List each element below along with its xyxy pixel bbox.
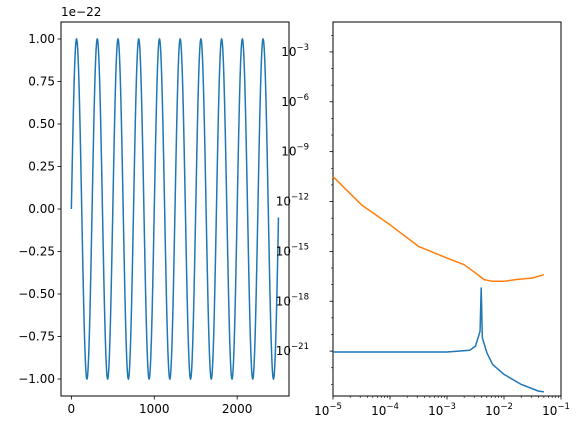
- x-tick-exponent: −3: [443, 402, 456, 412]
- y-tick-label: 0.50: [28, 117, 55, 131]
- left-axes-x-ticks: 0 1000 2000: [68, 396, 253, 416]
- x-tick-label: 2000: [222, 402, 253, 416]
- right-axes-series: [332, 176, 545, 393]
- y-tick-exponent: −15: [291, 242, 309, 252]
- right-series-line-0: [332, 176, 545, 283]
- y-tick-exponent: −12: [291, 193, 309, 203]
- y-tick-exponent: −3: [296, 43, 309, 53]
- y-tick-label: −0.75: [18, 330, 55, 344]
- y-tick-exponent: −18: [291, 292, 309, 302]
- x-tick-base: 10: [428, 404, 443, 418]
- y-tick-label: −1.00: [18, 372, 55, 386]
- x-tick-label: 10−1: [542, 402, 570, 418]
- left-axes-offset-label: 1e−22: [61, 5, 101, 19]
- x-tick-exponent: −1: [557, 402, 570, 412]
- y-tick-label: 10−18: [276, 292, 309, 308]
- y-tick-label: 0.75: [28, 75, 55, 89]
- y-tick-label: 10−21: [276, 342, 309, 358]
- x-tick-label: 0: [68, 402, 76, 416]
- y-tick-base: 10: [276, 195, 291, 209]
- x-tick-label: 10−2: [485, 402, 513, 418]
- y-tick-label: 1.00: [28, 32, 55, 46]
- x-tick-base: 10: [542, 404, 557, 418]
- left-axes-y-ticks: −1.00 −0.75 −0.50 −0.25 0.00 0.25 0.50 0.75 1.00: [18, 32, 61, 386]
- y-tick-exponent: −21: [291, 342, 309, 352]
- left-series-line: [70, 37, 280, 381]
- x-tick-label: 10−3: [428, 402, 456, 418]
- x-tick-base: 10: [314, 404, 329, 418]
- right-axes-frame: [332, 21, 562, 397]
- x-tick-base: 10: [371, 404, 386, 418]
- y-tick-label: −0.25: [18, 245, 55, 259]
- left-axes: 1e−22 0 1000 2000 −1.00 −0.75 −0.50 −0.25 0.00…: [18, 5, 290, 416]
- y-tick-label: 10−9: [281, 143, 309, 159]
- y-tick-base: 10: [276, 344, 291, 358]
- y-tick-label: 10−15: [276, 242, 309, 258]
- y-tick-exponent: −9: [296, 143, 309, 153]
- right-series-line-1: [333, 287, 545, 393]
- y-tick-base: 10: [281, 95, 296, 109]
- y-tick-label: −0.50: [18, 287, 55, 301]
- y-tick-label: 10−12: [276, 193, 309, 209]
- x-tick-label: 1000: [139, 402, 170, 416]
- y-tick-base: 10: [281, 145, 296, 159]
- x-tick-exponent: −5: [329, 402, 342, 412]
- y-tick-label: 10−6: [281, 93, 309, 109]
- right-axes: 10−5 10−4 10−3 10−2 10−1 10−2110−1810−1510−1…: [276, 21, 570, 418]
- x-tick-label: 10−4: [371, 402, 399, 418]
- y-tick-base: 10: [276, 244, 291, 258]
- y-tick-exponent: −6: [296, 93, 309, 103]
- x-tick-exponent: −2: [500, 402, 513, 412]
- y-tick-base: 10: [276, 294, 291, 308]
- x-tick-base: 10: [485, 404, 500, 418]
- y-tick-label: 10−3: [281, 43, 309, 59]
- y-tick-label: 0.25: [28, 160, 55, 174]
- x-tick-label: 10−5: [314, 402, 342, 418]
- right-axes-x-ticks: 10−5 10−4 10−3 10−2 10−1: [314, 396, 570, 418]
- y-tick-label: 0.00: [28, 202, 55, 216]
- x-tick-exponent: −4: [386, 402, 399, 412]
- y-tick-base: 10: [281, 45, 296, 59]
